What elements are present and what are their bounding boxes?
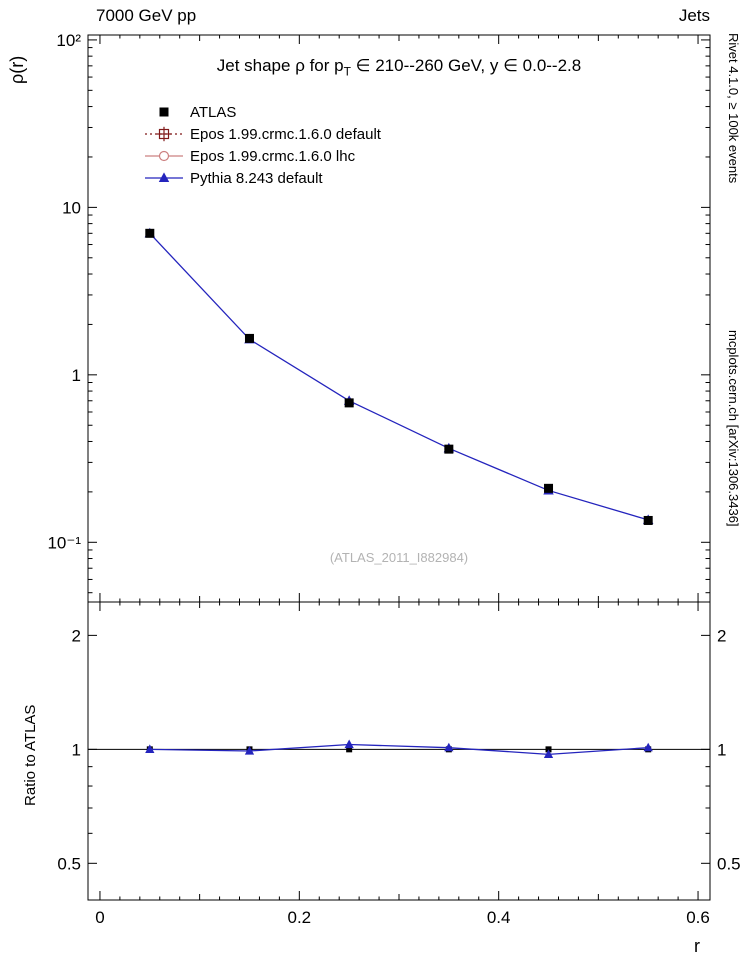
svg-text:0.5: 0.5 (57, 854, 81, 873)
plot-title-text-2: ∈ 210--260 GeV, y ∈ 0.0--2.8 (350, 56, 582, 75)
plot-title-subscript: T (343, 64, 351, 79)
main-series (144, 227, 654, 525)
svg-text:Pythia 8.243 default: Pythia 8.243 default (190, 170, 323, 187)
legend: ATLAS Epos 1.99.crmc.1.6.0 default Epos 1.… (145, 104, 382, 187)
svg-text:2: 2 (717, 626, 726, 645)
svg-text:10: 10 (62, 198, 81, 217)
svg-text:ATLAS: ATLAS (190, 104, 236, 121)
svg-text:1: 1 (717, 740, 726, 759)
x-axis-title: r (694, 936, 700, 956)
svg-text:0.2: 0.2 (288, 908, 312, 927)
plot-title-text: Jet shape ρ for p (216, 56, 344, 75)
svg-text:0.4: 0.4 (487, 908, 511, 927)
main-y-axis-title: ρ(r) (7, 55, 27, 84)
svg-text:1: 1 (72, 740, 81, 759)
legend-item: Pythia 8.243 default (145, 170, 323, 187)
svg-text:0: 0 (95, 908, 104, 927)
mcplots-reference-note: mcplots.cern.ch [arXiv:1306.3436] (726, 330, 741, 527)
svg-text:0.6: 0.6 (686, 908, 710, 927)
svg-text:1: 1 (72, 366, 81, 385)
axes-frame (87, 34, 711, 901)
svg-text:Epos 1.99.crmc.1.6.0 lhc: Epos 1.99.crmc.1.6.0 lhc (190, 148, 356, 165)
process-label: Jets (678, 6, 710, 25)
legend-item: ATLAS (159, 104, 236, 121)
plot-title: Jet shape ρ for pT ∈ 210--260 GeV, y ∈ 0… (88, 56, 710, 78)
ratio-series (88, 739, 710, 758)
rivet-version-note: Rivet 4.1.0, ≥ 100k events (726, 33, 741, 184)
ratio-y-axis-title: Ratio to ATLAS (22, 704, 39, 806)
svg-text:10²: 10² (56, 31, 81, 50)
svg-text:Epos 1.99.crmc.1.6.0 default: Epos 1.99.crmc.1.6.0 default (190, 126, 382, 143)
svg-text:2: 2 (72, 626, 81, 645)
svg-text:10⁻¹: 10⁻¹ (47, 533, 81, 552)
legend-item: Epos 1.99.crmc.1.6.0 lhc (145, 148, 356, 165)
svg-text:0.5: 0.5 (717, 854, 741, 873)
analysis-id-watermark: (ATLAS_2011_I882984) (329, 550, 469, 565)
tick-labels: 0 0.2 0.4 0.6 10² 10 1 10⁻¹ 2 2 1 1 0.5 0.5 (47, 31, 740, 927)
beam-energy-label: 7000 GeV pp (96, 6, 197, 25)
legend-item: Epos 1.99.crmc.1.6.0 default (145, 126, 382, 143)
